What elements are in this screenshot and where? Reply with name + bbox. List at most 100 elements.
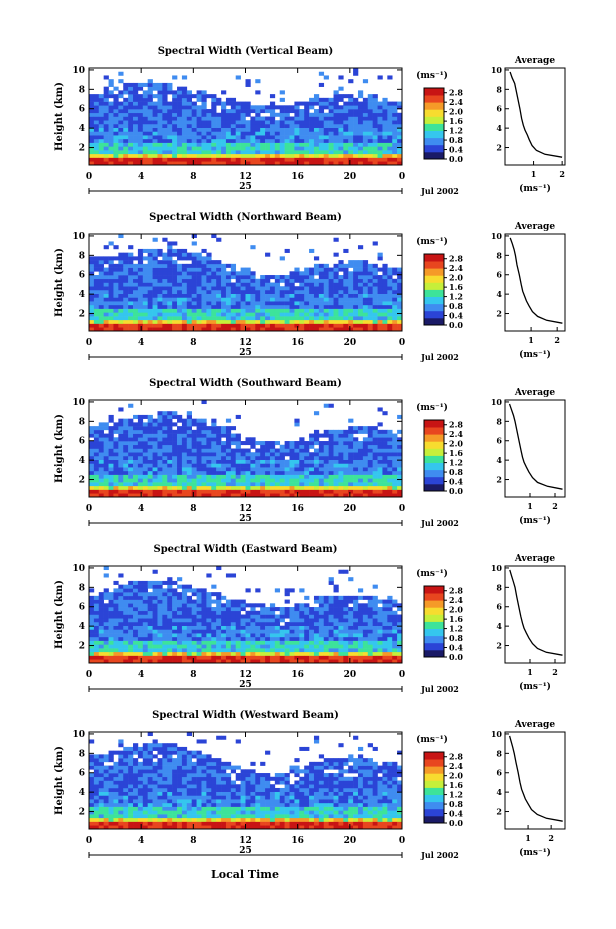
heatmap-cell: [284, 131, 290, 136]
heatmap-cell: [294, 651, 300, 656]
heatmap-cell: [137, 161, 144, 166]
heatmap-cell: [318, 138, 325, 143]
heatmap-cell: [142, 659, 148, 664]
heatmap-cell: [265, 485, 271, 490]
heatmap-cell: [191, 452, 197, 457]
heatmap-cell: [392, 463, 398, 468]
heatmap-cell: [133, 286, 139, 291]
heatmap-cell: [152, 323, 158, 328]
heatmap-cell: [191, 459, 197, 464]
heatmap-cell: [260, 444, 266, 449]
heatmap-cell: [348, 127, 354, 132]
heatmap-cell: [372, 271, 378, 276]
heatmap-cell: [260, 655, 266, 660]
heatmap-cell: [89, 150, 95, 155]
heatmap-cell: [309, 467, 315, 472]
heatmap-cell: [216, 455, 222, 460]
heatmap-cell: [240, 293, 246, 298]
heatmap-cell: [98, 422, 104, 427]
heatmap-cell: [211, 97, 217, 102]
heatmap-cell: [357, 297, 364, 302]
heatmap-cell: [367, 153, 373, 158]
colorbar-swatch: [424, 130, 444, 139]
heatmap-cell: [221, 161, 227, 166]
y-tick-label: 4: [79, 290, 85, 300]
heatmap-cell: [201, 640, 207, 645]
heatmap-cell: [392, 120, 398, 125]
heatmap-cell: [113, 135, 119, 140]
heatmap-cell: [98, 301, 104, 306]
heatmap-cell: [284, 592, 290, 597]
heatmap-cell: [357, 105, 364, 110]
heatmap-cell: [221, 135, 227, 140]
heatmap-cell: [225, 444, 232, 449]
heatmap-cell: [172, 278, 178, 283]
heatmap-cell: [274, 312, 281, 317]
heatmap-cell: [323, 441, 329, 446]
heatmap-cell: [221, 603, 227, 608]
heatmap-cell: [172, 260, 178, 265]
heatmap-cell: [318, 489, 325, 494]
heatmap-cells: [89, 68, 403, 166]
heatmap-cell: [181, 621, 188, 626]
heatmap-cell: [309, 441, 315, 446]
heatmap-cell: [128, 153, 134, 158]
heatmap-cell: [152, 426, 158, 431]
heatmap-cell: [294, 659, 300, 664]
heatmap-cell: [177, 327, 183, 332]
heatmap-cell: [186, 301, 192, 306]
heatmap-cell: [294, 286, 300, 291]
heatmap-cell: [304, 470, 310, 475]
heatmap-cell: [128, 610, 134, 615]
heatmap-cell: [279, 659, 285, 664]
heatmap-cell: [323, 651, 329, 656]
heatmap-cell: [123, 493, 129, 498]
heatmap-cell: [157, 135, 163, 140]
heatmap-cell: [133, 101, 139, 106]
x-tick-label: 8: [190, 172, 196, 182]
heatmap-cell: [318, 71, 325, 76]
heatmap-cell: [309, 618, 315, 623]
heatmap-cell: [397, 282, 403, 287]
heatmap-cell: [289, 474, 295, 479]
heatmap-cell: [103, 75, 109, 80]
heatmap-cell: [362, 319, 369, 324]
heatmap-cell: [343, 267, 349, 272]
heatmap-cell: [133, 448, 139, 453]
colorbar-tick-label: 0.8: [449, 301, 463, 311]
heatmap-cell: [147, 82, 153, 87]
heatmap-cell: [221, 101, 227, 106]
heatmap-cell: [162, 659, 168, 664]
heatmap-cell: [225, 112, 232, 117]
heatmap-cell: [377, 312, 383, 317]
heatmap-cell: [147, 86, 153, 91]
heatmap-cell: [172, 109, 178, 114]
heatmap-cell: [367, 640, 373, 645]
heatmap-cell: [162, 282, 168, 287]
heatmap-cell: [98, 278, 104, 283]
heatmap-cell: [289, 636, 295, 641]
heatmap-cell: [133, 625, 139, 630]
heatmap-cell: [181, 485, 188, 490]
heatmap-cell: [142, 135, 148, 140]
heatmap-cell: [221, 474, 227, 479]
heatmap-cell: [181, 312, 188, 317]
heatmap-cell: [147, 482, 153, 487]
heatmap-cell: [225, 418, 232, 423]
heatmap-cell: [357, 455, 364, 460]
heatmap-cell: [265, 323, 271, 328]
heatmap-cell: [235, 289, 241, 294]
heatmap-cell: [93, 478, 100, 483]
heatmap-cell: [225, 429, 232, 434]
heatmap-cell: [201, 474, 207, 479]
heatmap-cell: [225, 150, 232, 155]
heatmap-cell: [353, 161, 359, 166]
heatmap-cell: [191, 441, 197, 446]
heatmap-cell: [98, 135, 104, 140]
heatmap-cell: [289, 289, 295, 294]
heatmap-cell: [377, 105, 383, 110]
heatmap-cell: [294, 455, 300, 460]
heatmap-cell: [382, 455, 388, 460]
heatmap-cell: [167, 146, 173, 151]
heatmap-cell: [133, 150, 139, 155]
